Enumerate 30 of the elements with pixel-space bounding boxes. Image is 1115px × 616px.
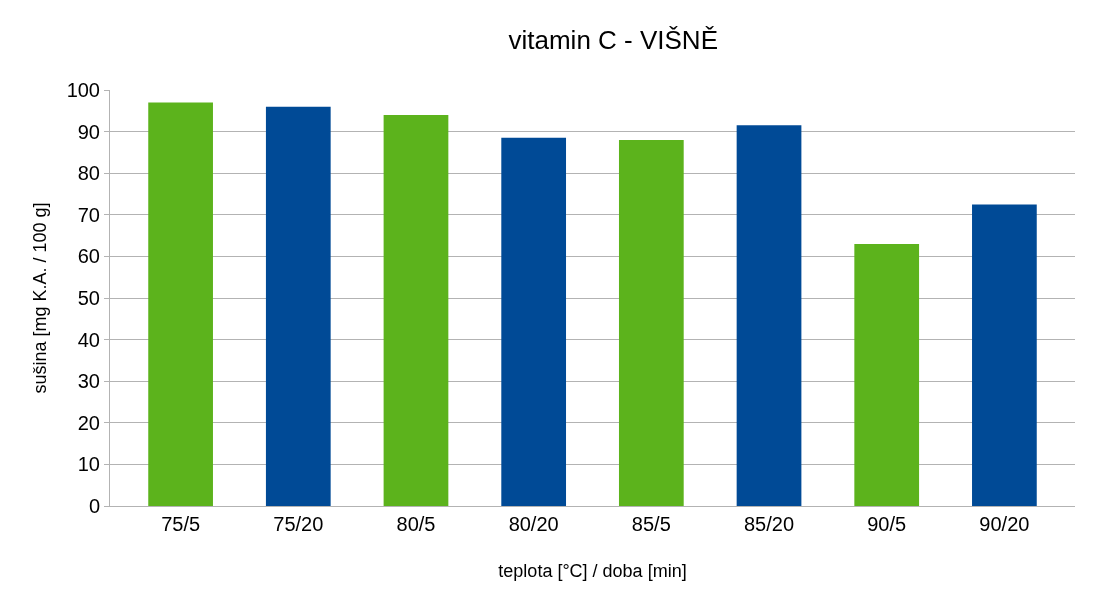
y-tick-label: 0 bbox=[88, 495, 100, 517]
x-tick-label: 80/5 bbox=[396, 513, 436, 535]
bar bbox=[854, 243, 920, 506]
bar bbox=[383, 114, 449, 506]
chart-title: vitamin C - VIŠNĚ bbox=[508, 25, 718, 55]
bar bbox=[265, 106, 331, 506]
x-tick-label: 75/5 bbox=[161, 513, 201, 535]
bar bbox=[736, 125, 802, 506]
x-tick-label: 80/20 bbox=[508, 513, 559, 535]
bar bbox=[618, 139, 684, 506]
y-tick-label: 10 bbox=[77, 453, 100, 476]
y-tick-label: 60 bbox=[77, 245, 100, 268]
x-tick-label: 85/20 bbox=[743, 513, 795, 535]
y-tick-label: 40 bbox=[77, 328, 100, 351]
y-axis-title: sušina [mg K.A. / 100 g] bbox=[29, 202, 50, 394]
x-tick-label: 75/20 bbox=[273, 513, 324, 535]
y-tick-label: 80 bbox=[77, 162, 100, 185]
x-tick-label: 90/20 bbox=[979, 513, 1030, 535]
y-tick-label: 30 bbox=[77, 370, 100, 393]
y-tick-label: 70 bbox=[77, 203, 100, 226]
bar bbox=[972, 204, 1037, 506]
x-tick-label: 85/5 bbox=[631, 513, 671, 535]
y-tick-label: 20 bbox=[77, 411, 100, 434]
x-axis-title: teplota [°C] / doba [min] bbox=[498, 561, 687, 582]
bar bbox=[501, 137, 567, 506]
y-tick-label: 50 bbox=[77, 287, 100, 309]
y-tick-label: 100 bbox=[66, 79, 100, 101]
y-tick-label: 90 bbox=[77, 120, 100, 143]
bar bbox=[148, 102, 213, 506]
x-tick-label: 90/5 bbox=[867, 513, 907, 535]
